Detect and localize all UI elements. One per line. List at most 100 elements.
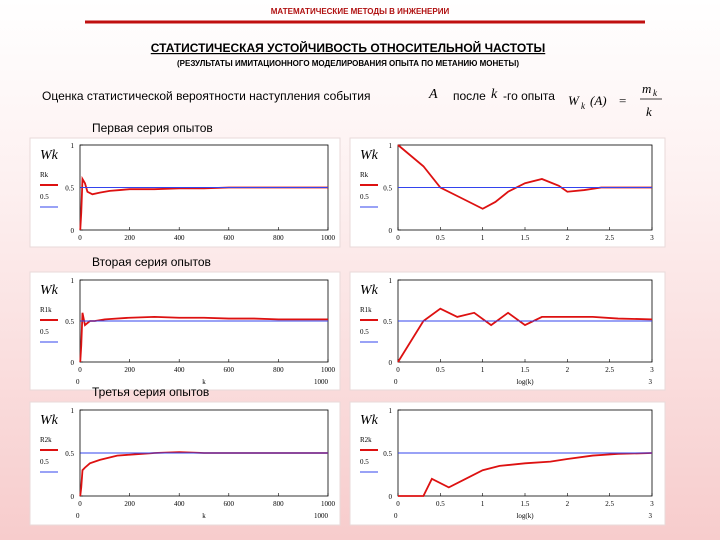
x-tick-label: 200 (124, 234, 135, 242)
x-end-label: 1000 (314, 512, 329, 520)
x-tick-label: 0 (78, 366, 82, 374)
y-label: Wk (360, 283, 379, 298)
formula-num: m (642, 81, 651, 96)
x-tick-label: 600 (224, 500, 235, 508)
y-tick-label: 1 (389, 407, 393, 415)
x-end-label: 3 (649, 378, 653, 386)
y-tick-label: 1 (389, 142, 393, 150)
y-tick-label: 0 (71, 493, 75, 501)
y-tick-label: 0.5 (383, 318, 392, 326)
x-end-label: 3 (649, 512, 653, 520)
chart-panel (29, 271, 341, 391)
frequency-line (79, 312, 328, 363)
series-title: Третья серия опытов (92, 385, 209, 399)
x-end-label: 0 (76, 378, 80, 386)
x-tick-label: 400 (174, 234, 185, 242)
x-tick-label: 2 (566, 500, 570, 508)
subheading: (РЕЗУЛЬТАТЫ ИМИТАЦИОННОГО МОДЕЛИРОВАНИЯ … (177, 59, 519, 68)
x-tick-label: 400 (174, 500, 185, 508)
y-tick-label: 0.5 (65, 185, 74, 193)
y-label: Wk (40, 413, 59, 428)
chart-panel (349, 401, 666, 526)
y-tick-label: 0 (71, 359, 75, 367)
legend-label: R1k (40, 306, 52, 314)
x-label: log(k) (516, 378, 534, 386)
y-tick-label: 1 (71, 277, 75, 285)
x-tick-label: 0 (396, 500, 400, 508)
x-tick-label: 0 (78, 500, 82, 508)
after: после (453, 89, 486, 103)
x-tick-label: 2 (566, 366, 570, 374)
chart-panel (349, 271, 666, 391)
y-label: Wk (360, 148, 379, 163)
x-tick-label: 1000 (321, 500, 336, 508)
x-tick-label: 3 (650, 234, 654, 242)
x-tick-label: 1 (481, 366, 485, 374)
series-title: Первая серия опытов (92, 121, 213, 135)
x-tick-label: 2.5 (605, 234, 614, 242)
x-tick-label: 2 (566, 234, 570, 242)
frequency-line (398, 452, 653, 497)
y-tick-label: 0 (389, 359, 393, 367)
x-tick-label: 600 (224, 366, 235, 374)
y-tick-label: 0.5 (65, 318, 74, 326)
legend-label: R2k (40, 436, 52, 444)
x-label: k (202, 378, 206, 386)
formula-den: k (646, 104, 652, 119)
legend-label: 0.5 (40, 458, 49, 466)
slide-title: МАТЕМАТИЧЕСКИЕ МЕТОДЫ В ИНЖЕНЕРИИ (271, 7, 450, 16)
x-end-label: 0 (76, 512, 80, 520)
x-tick-label: 3 (650, 500, 654, 508)
chart: Wk 0 0.5 1 1.5 2 2.5 3 0 0.5 1 Rk 0.5 (349, 137, 666, 248)
k-symbol: k (491, 87, 498, 102)
x-tick-label: 1 (481, 234, 485, 242)
y-label: Wk (40, 148, 59, 163)
y-tick-label: 0.5 (383, 185, 392, 193)
x-tick-label: 800 (273, 366, 284, 374)
x-tick-label: 200 (124, 500, 135, 508)
formula-lhs-sub: k (581, 101, 586, 111)
legend-label: 0.5 (360, 458, 369, 466)
chart: Первая серия опытов Wk 0 200 400 600 800 1000 0 0… (29, 121, 341, 248)
x-tick-label: 3 (650, 366, 654, 374)
x-tick-label: 0.5 (436, 366, 445, 374)
x-tick-label: 1 (481, 500, 485, 508)
x-tick-label: 600 (224, 234, 235, 242)
legend-label: 0.5 (40, 193, 49, 201)
x-end-label: 0 (394, 512, 398, 520)
x-label: log(k) (516, 512, 534, 520)
formula-lhs: W (568, 93, 580, 108)
legend-label: Rk (40, 171, 49, 179)
x-tick-label: 0 (78, 234, 82, 242)
x-end-label: 1000 (314, 378, 329, 386)
x-tick-label: 200 (124, 366, 135, 374)
y-tick-label: 1 (389, 277, 393, 285)
series-title: Вторая серия опытов (92, 255, 211, 269)
x-tick-label: 0.5 (436, 500, 445, 508)
chart: Wk 0 0.5 1 1.5 2 2.5 3 0 0.5 1 R1k 0.5 log(k) 0 3 (349, 271, 666, 391)
x-end-label: 0 (394, 378, 398, 386)
x-tick-label: 1.5 (521, 366, 530, 374)
x-tick-label: 2.5 (605, 500, 614, 508)
legend-label: Rk (360, 171, 369, 179)
x-tick-label: 1.5 (521, 234, 530, 242)
x-tick-label: 2.5 (605, 366, 614, 374)
x-tick-label: 400 (174, 366, 185, 374)
y-label: Wk (40, 283, 59, 298)
x-tick-label: 1000 (321, 234, 336, 242)
x-tick-label: 1000 (321, 366, 336, 374)
x-tick-label: 1.5 (521, 500, 530, 508)
heading: СТАТИСТИЧЕСКАЯ УСТОЙЧИВОСТЬ ОТНОСИТЕЛЬНО… (151, 40, 545, 55)
intro: Оценка статистической вероятности наступ… (42, 89, 370, 103)
legend-label: 0.5 (40, 328, 49, 336)
x-tick-label: 800 (273, 234, 284, 242)
y-tick-label: 0 (389, 227, 393, 235)
frequency-line (397, 307, 653, 363)
x-tick-label: 0 (396, 366, 400, 374)
legend-label: 0.5 (360, 193, 369, 201)
y-tick-label: 0 (389, 493, 393, 501)
legend-label: 0.5 (360, 328, 369, 336)
y-tick-label: 0.5 (383, 450, 392, 458)
formula-arg: (A) (590, 93, 607, 108)
